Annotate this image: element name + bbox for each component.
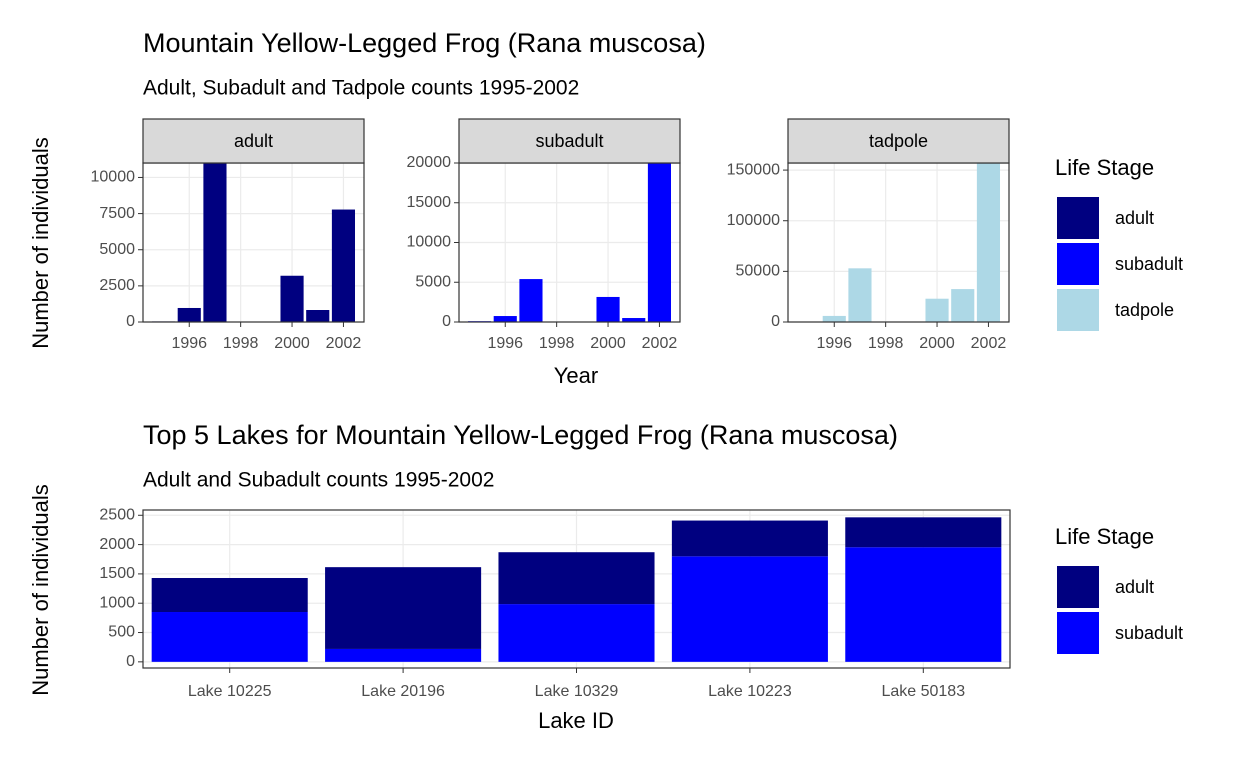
strip-label: tadpole: [869, 131, 928, 151]
bar-segment: [671, 520, 828, 557]
x-axis-title: Lake ID: [538, 708, 614, 733]
y-tick-label: 100000: [727, 212, 780, 229]
bar-segment: [498, 604, 655, 662]
legend-title: Life Stage: [1055, 524, 1154, 549]
y-tick-label: 5000: [99, 241, 135, 258]
bar: [647, 163, 672, 322]
x-tick-label: 1998: [223, 335, 259, 352]
x-tick-label: Lake 10223: [708, 683, 792, 700]
strip: [142, 118, 365, 164]
legend-label: tadpole: [1115, 300, 1174, 320]
x-tick-label: 2002: [971, 335, 1007, 352]
bar-segment: [671, 556, 828, 662]
x-tick-label: Lake 20196: [361, 683, 445, 700]
bar: [177, 307, 201, 322]
bar: [280, 275, 304, 322]
bar: [596, 296, 620, 322]
bar: [306, 310, 330, 322]
x-tick-label: Lake 10329: [535, 683, 619, 700]
strip: [458, 118, 681, 164]
bar: [203, 163, 227, 322]
y-tick-label: 150000: [727, 161, 780, 178]
bar-segment: [151, 612, 308, 662]
panel: [788, 163, 1009, 322]
x-tick-label: 2000: [919, 335, 955, 352]
bar-segment: [845, 547, 1002, 662]
strip-label: adult: [234, 131, 273, 151]
bar-segment: [325, 567, 482, 649]
legend-swatch: [1057, 566, 1099, 608]
strip-label: subadult: [535, 131, 603, 151]
x-tick-label: 1998: [539, 335, 575, 352]
y-tick-label: 0: [771, 313, 780, 330]
bar-segment: [845, 517, 1002, 548]
y-tick-label: 1000: [99, 594, 135, 611]
x-tick-label: Lake 10225: [188, 683, 272, 700]
x-tick-label: 1998: [868, 335, 904, 352]
bar: [848, 268, 872, 322]
y-tick-label: 15000: [407, 194, 452, 211]
x-tick-label: 1996: [487, 335, 523, 352]
bar: [519, 279, 543, 322]
legend-label: adult: [1115, 208, 1154, 228]
x-tick-label: Lake 50183: [881, 683, 965, 700]
legend-swatch: [1057, 612, 1099, 654]
y-tick-label: 500: [108, 624, 135, 641]
y-tick-label: 7500: [99, 205, 135, 222]
chart-title: Top 5 Lakes for Mountain Yellow-Legged F…: [143, 420, 898, 450]
x-tick-label: 1996: [171, 335, 207, 352]
x-tick-label: 2002: [642, 335, 678, 352]
y-tick-label: 2500: [99, 506, 135, 523]
legend-label: subadult: [1115, 623, 1183, 643]
legend-swatch: [1057, 243, 1099, 285]
legend-label: adult: [1115, 577, 1154, 597]
x-tick-label: 2000: [274, 335, 310, 352]
chart-subtitle: Adult, Subadult and Tadpole counts 1995-…: [143, 77, 579, 100]
y-tick-label: 50000: [736, 263, 781, 280]
x-tick-label: 1996: [816, 335, 852, 352]
bar: [622, 318, 646, 322]
x-tick-label: 2000: [590, 335, 626, 352]
x-axis-title: Year: [554, 363, 598, 388]
panel: [143, 163, 364, 322]
bar: [976, 163, 1001, 322]
bar-segment: [325, 648, 482, 662]
legend-swatch: [1057, 289, 1099, 331]
panel-border: [142, 509, 1011, 669]
y-axis-title: Number of individuals: [28, 137, 53, 349]
y-tick-label: 1500: [99, 565, 135, 582]
y-tick-label: 10000: [91, 169, 136, 186]
bar: [822, 315, 846, 322]
y-tick-label: 0: [126, 653, 135, 670]
bar-segment: [151, 578, 308, 613]
legend-title: Life Stage: [1055, 155, 1154, 180]
y-tick-label: 2000: [99, 536, 135, 553]
y-tick-label: 10000: [407, 234, 452, 251]
chart-title: Mountain Yellow-Legged Frog (Rana muscos…: [143, 28, 706, 58]
legend-swatch: [1057, 197, 1099, 239]
bar: [493, 316, 517, 322]
y-tick-label: 2500: [99, 277, 135, 294]
y-tick-label: 5000: [415, 273, 451, 290]
bar: [925, 298, 949, 322]
bar-segment: [498, 552, 655, 605]
strip: [787, 118, 1010, 164]
legend-label: subadult: [1115, 254, 1183, 274]
chart-subtitle: Adult and Subadult counts 1995-2002: [143, 469, 494, 492]
y-axis-title: Number of individuals: [28, 484, 53, 696]
bar: [331, 209, 356, 322]
bar: [951, 289, 975, 322]
y-tick-label: 20000: [407, 154, 452, 171]
x-tick-label: 2002: [326, 335, 362, 352]
y-tick-label: 0: [126, 313, 135, 330]
y-tick-label: 0: [442, 313, 451, 330]
